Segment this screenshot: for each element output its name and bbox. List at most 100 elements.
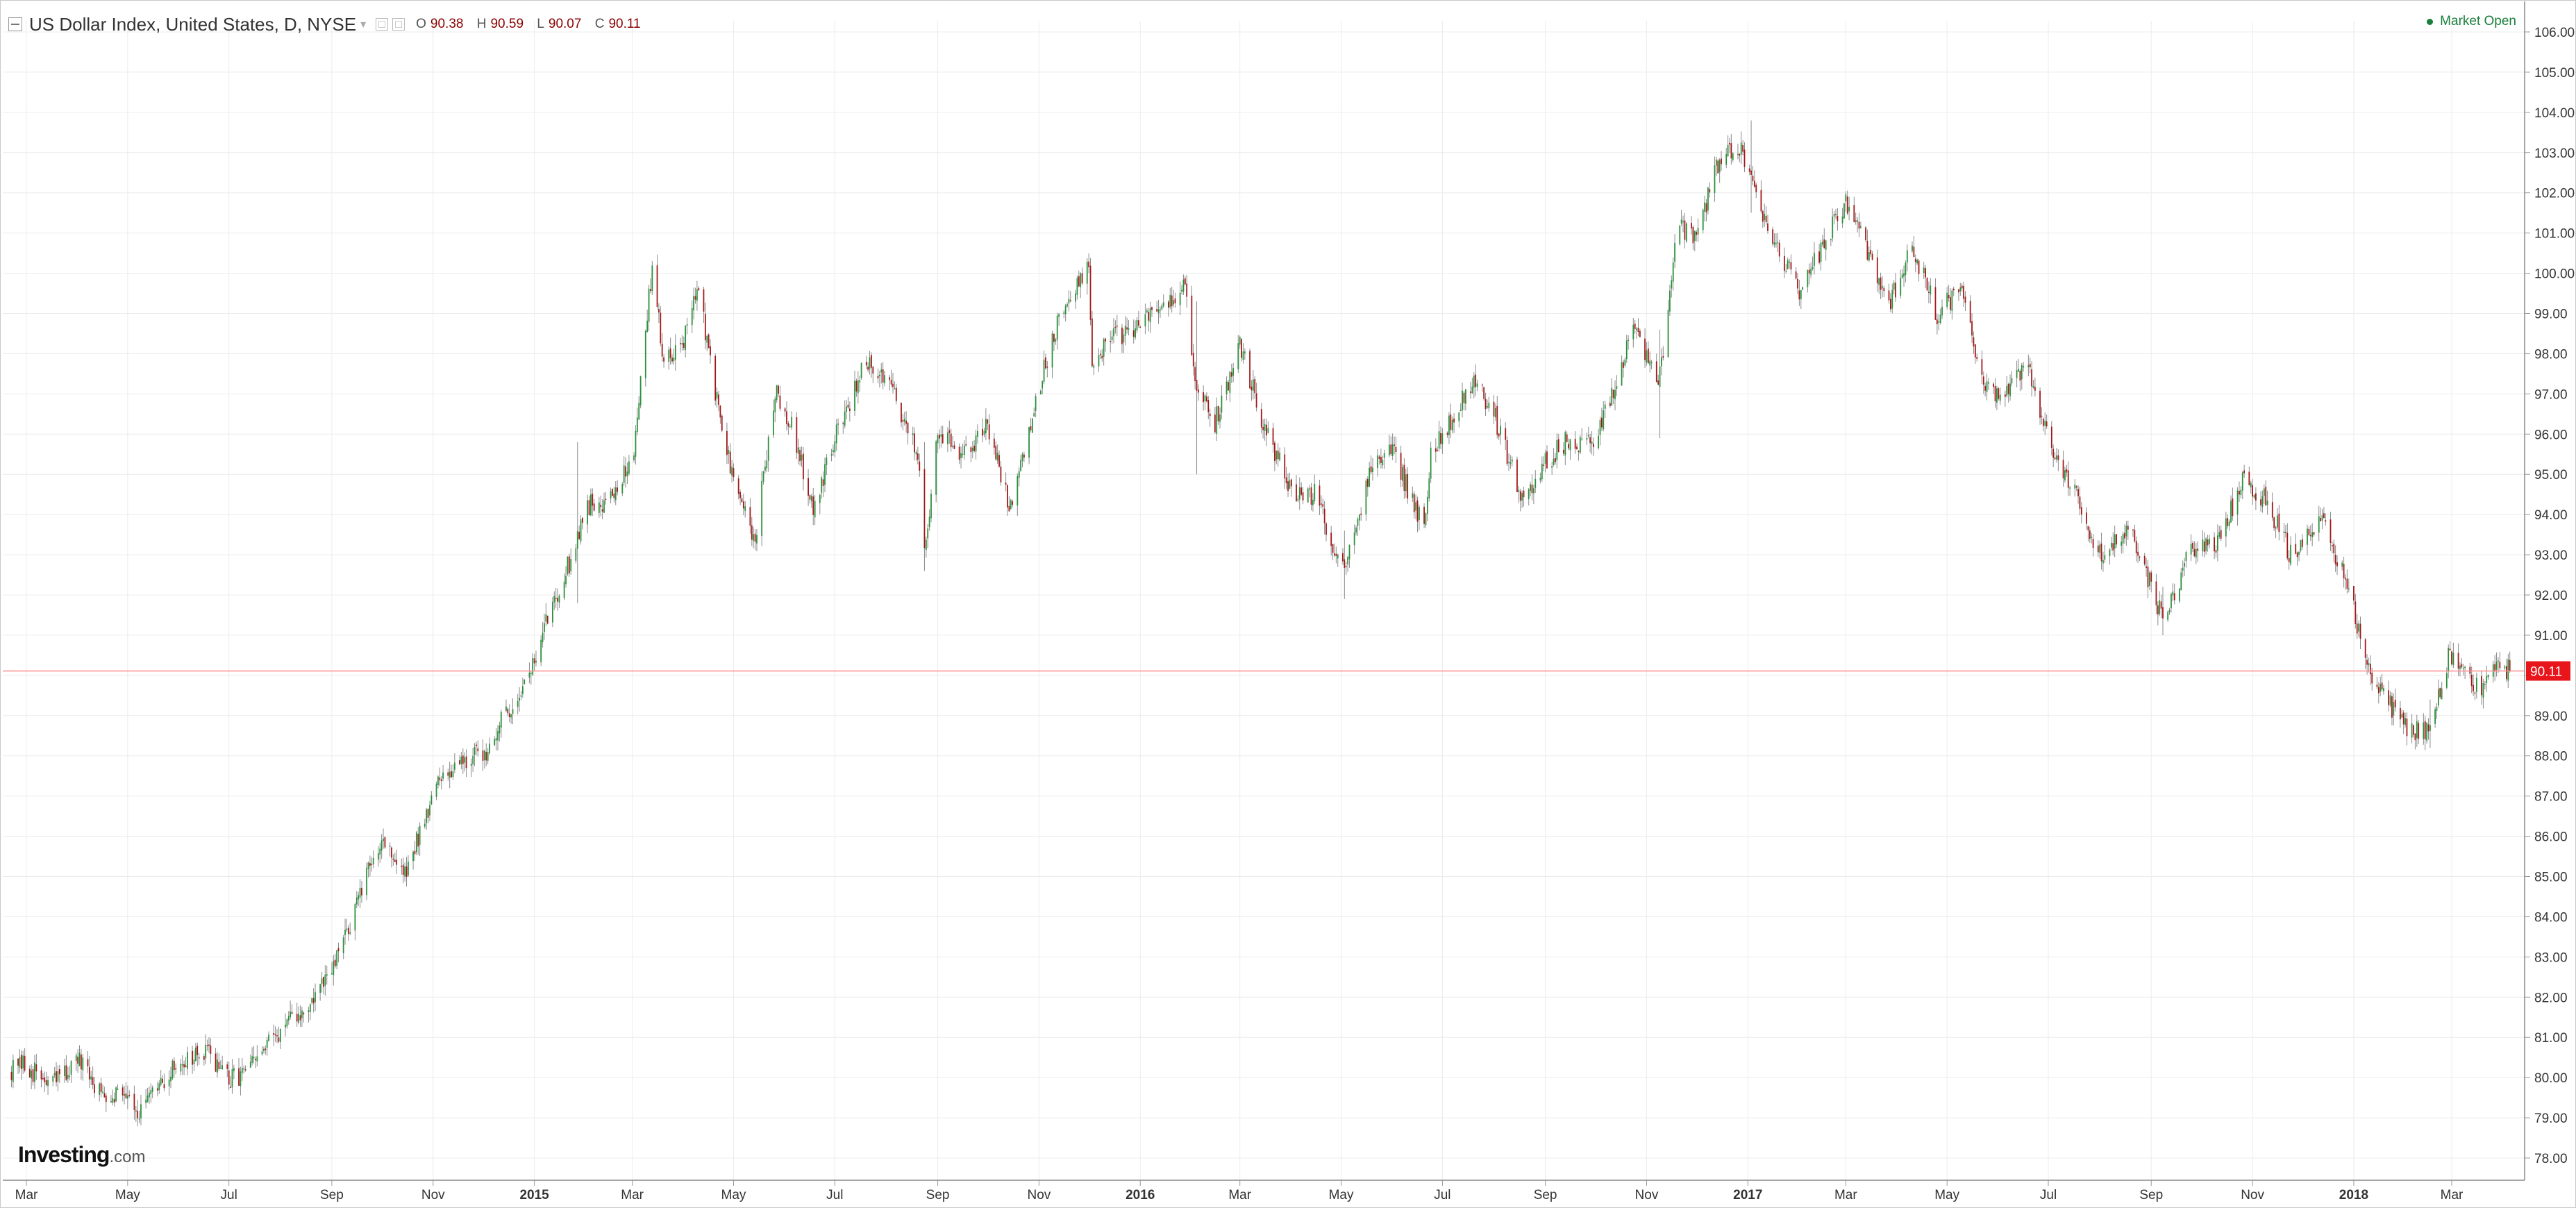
candle-down: [196, 1046, 199, 1055]
candle-down: [1440, 433, 1441, 444]
candle-down: [2481, 676, 2482, 696]
candle-up: [791, 417, 793, 428]
candle-up: [1611, 387, 1613, 406]
candle-down: [1088, 261, 1090, 267]
close-icon[interactable]: [392, 18, 405, 31]
candle-down: [546, 615, 549, 624]
candle-down: [485, 751, 487, 761]
candle-up: [2032, 385, 2034, 388]
candle-down: [1423, 506, 1425, 524]
y-tick-label: 100.00: [2534, 267, 2575, 282]
candle-up: [301, 1010, 303, 1018]
candle-up: [424, 823, 426, 827]
candle-down: [2097, 545, 2099, 553]
candle-up: [429, 805, 430, 816]
candle-up: [767, 437, 769, 461]
candle-up: [261, 1051, 263, 1055]
candle-up: [1355, 527, 1357, 533]
candle-down: [1078, 276, 1080, 287]
candle-down: [588, 500, 590, 515]
candle-up: [170, 1076, 172, 1082]
candle-up: [1581, 438, 1583, 440]
candle-down: [244, 1069, 246, 1071]
candle-up: [2185, 552, 2187, 562]
candle-down: [950, 433, 952, 447]
candle-down: [2143, 555, 2146, 564]
candle-down: [1717, 160, 1719, 174]
collapse-icon[interactable]: [8, 17, 22, 31]
candle-up: [1021, 453, 1023, 461]
candle-down: [1322, 504, 1324, 507]
candle-down: [1228, 382, 1229, 391]
candle-up: [1821, 242, 1823, 245]
dropdown-arrow-icon[interactable]: ▾: [360, 19, 367, 31]
candle-up: [1056, 315, 1058, 340]
candle-up: [2348, 588, 2350, 589]
candle-down: [1797, 278, 1798, 289]
candle-up: [1800, 290, 1802, 299]
candle-down: [1394, 444, 1395, 446]
ohlc-readout: O 90.38 H 90.59 L 90.07 C 90.11: [416, 17, 650, 32]
candle-up: [1843, 203, 1845, 219]
candle-down: [737, 478, 739, 494]
logo-suffix: .com: [109, 1148, 146, 1166]
candle-down: [1798, 290, 1800, 300]
candle-up: [138, 1118, 140, 1120]
candle-up: [57, 1071, 59, 1082]
candle-up: [2202, 539, 2204, 552]
candle-down: [671, 358, 673, 362]
candle-up: [1018, 471, 1020, 478]
candle-down: [113, 1099, 115, 1102]
candle-down: [105, 1096, 107, 1102]
candle-up: [1391, 444, 1394, 456]
candle-down: [1837, 215, 1839, 221]
candle-down: [2265, 487, 2267, 505]
candle-up: [2253, 494, 2255, 498]
candle-down: [1207, 400, 1210, 412]
y-tick-label: 103.00: [2534, 146, 2575, 161]
candle-up: [205, 1044, 207, 1059]
candle-up: [1812, 267, 1814, 269]
candle-down: [1114, 326, 1116, 328]
candle-up: [857, 380, 859, 394]
candle-down: [1531, 485, 1533, 494]
candle-down: [1121, 327, 1123, 344]
candle-up: [1900, 278, 1902, 296]
candle-up: [1289, 480, 1291, 489]
candle-up: [530, 672, 532, 674]
candle-down: [1589, 437, 1591, 444]
candle-down: [1272, 428, 1274, 445]
candle-up: [2216, 535, 2218, 551]
candle-down: [35, 1064, 37, 1072]
candle-down: [1463, 392, 1465, 403]
candle-up: [1136, 319, 1138, 330]
candle-up: [1905, 262, 1907, 275]
candle-up: [878, 374, 880, 377]
candle-down: [2313, 532, 2315, 535]
candle-down: [135, 1110, 137, 1111]
candle-down: [1795, 271, 1797, 279]
candle-down: [786, 411, 787, 424]
candle-up: [383, 839, 384, 841]
candle-down: [2239, 491, 2240, 495]
candle-down: [396, 859, 398, 865]
candle-down: [1974, 344, 1976, 358]
candle-up: [2172, 591, 2174, 596]
candle-down: [612, 489, 613, 496]
candle-down: [694, 296, 696, 300]
candle-down: [1612, 389, 1614, 399]
candle-up: [2179, 588, 2180, 602]
candle-up: [460, 756, 462, 764]
candle-up: [1488, 402, 1490, 409]
x-tick-label: May: [1934, 1188, 1959, 1202]
settings-icon[interactable]: [376, 18, 389, 31]
candle-down: [1266, 424, 1267, 436]
symbol-title[interactable]: US Dollar Index, United States, D, NYSE: [29, 13, 357, 35]
candle-down: [2414, 733, 2416, 741]
candle-down: [1623, 362, 1624, 368]
candle-up: [308, 1010, 310, 1012]
candle-down: [729, 451, 731, 473]
candle-down: [508, 713, 510, 717]
candle-down: [1743, 149, 1746, 167]
